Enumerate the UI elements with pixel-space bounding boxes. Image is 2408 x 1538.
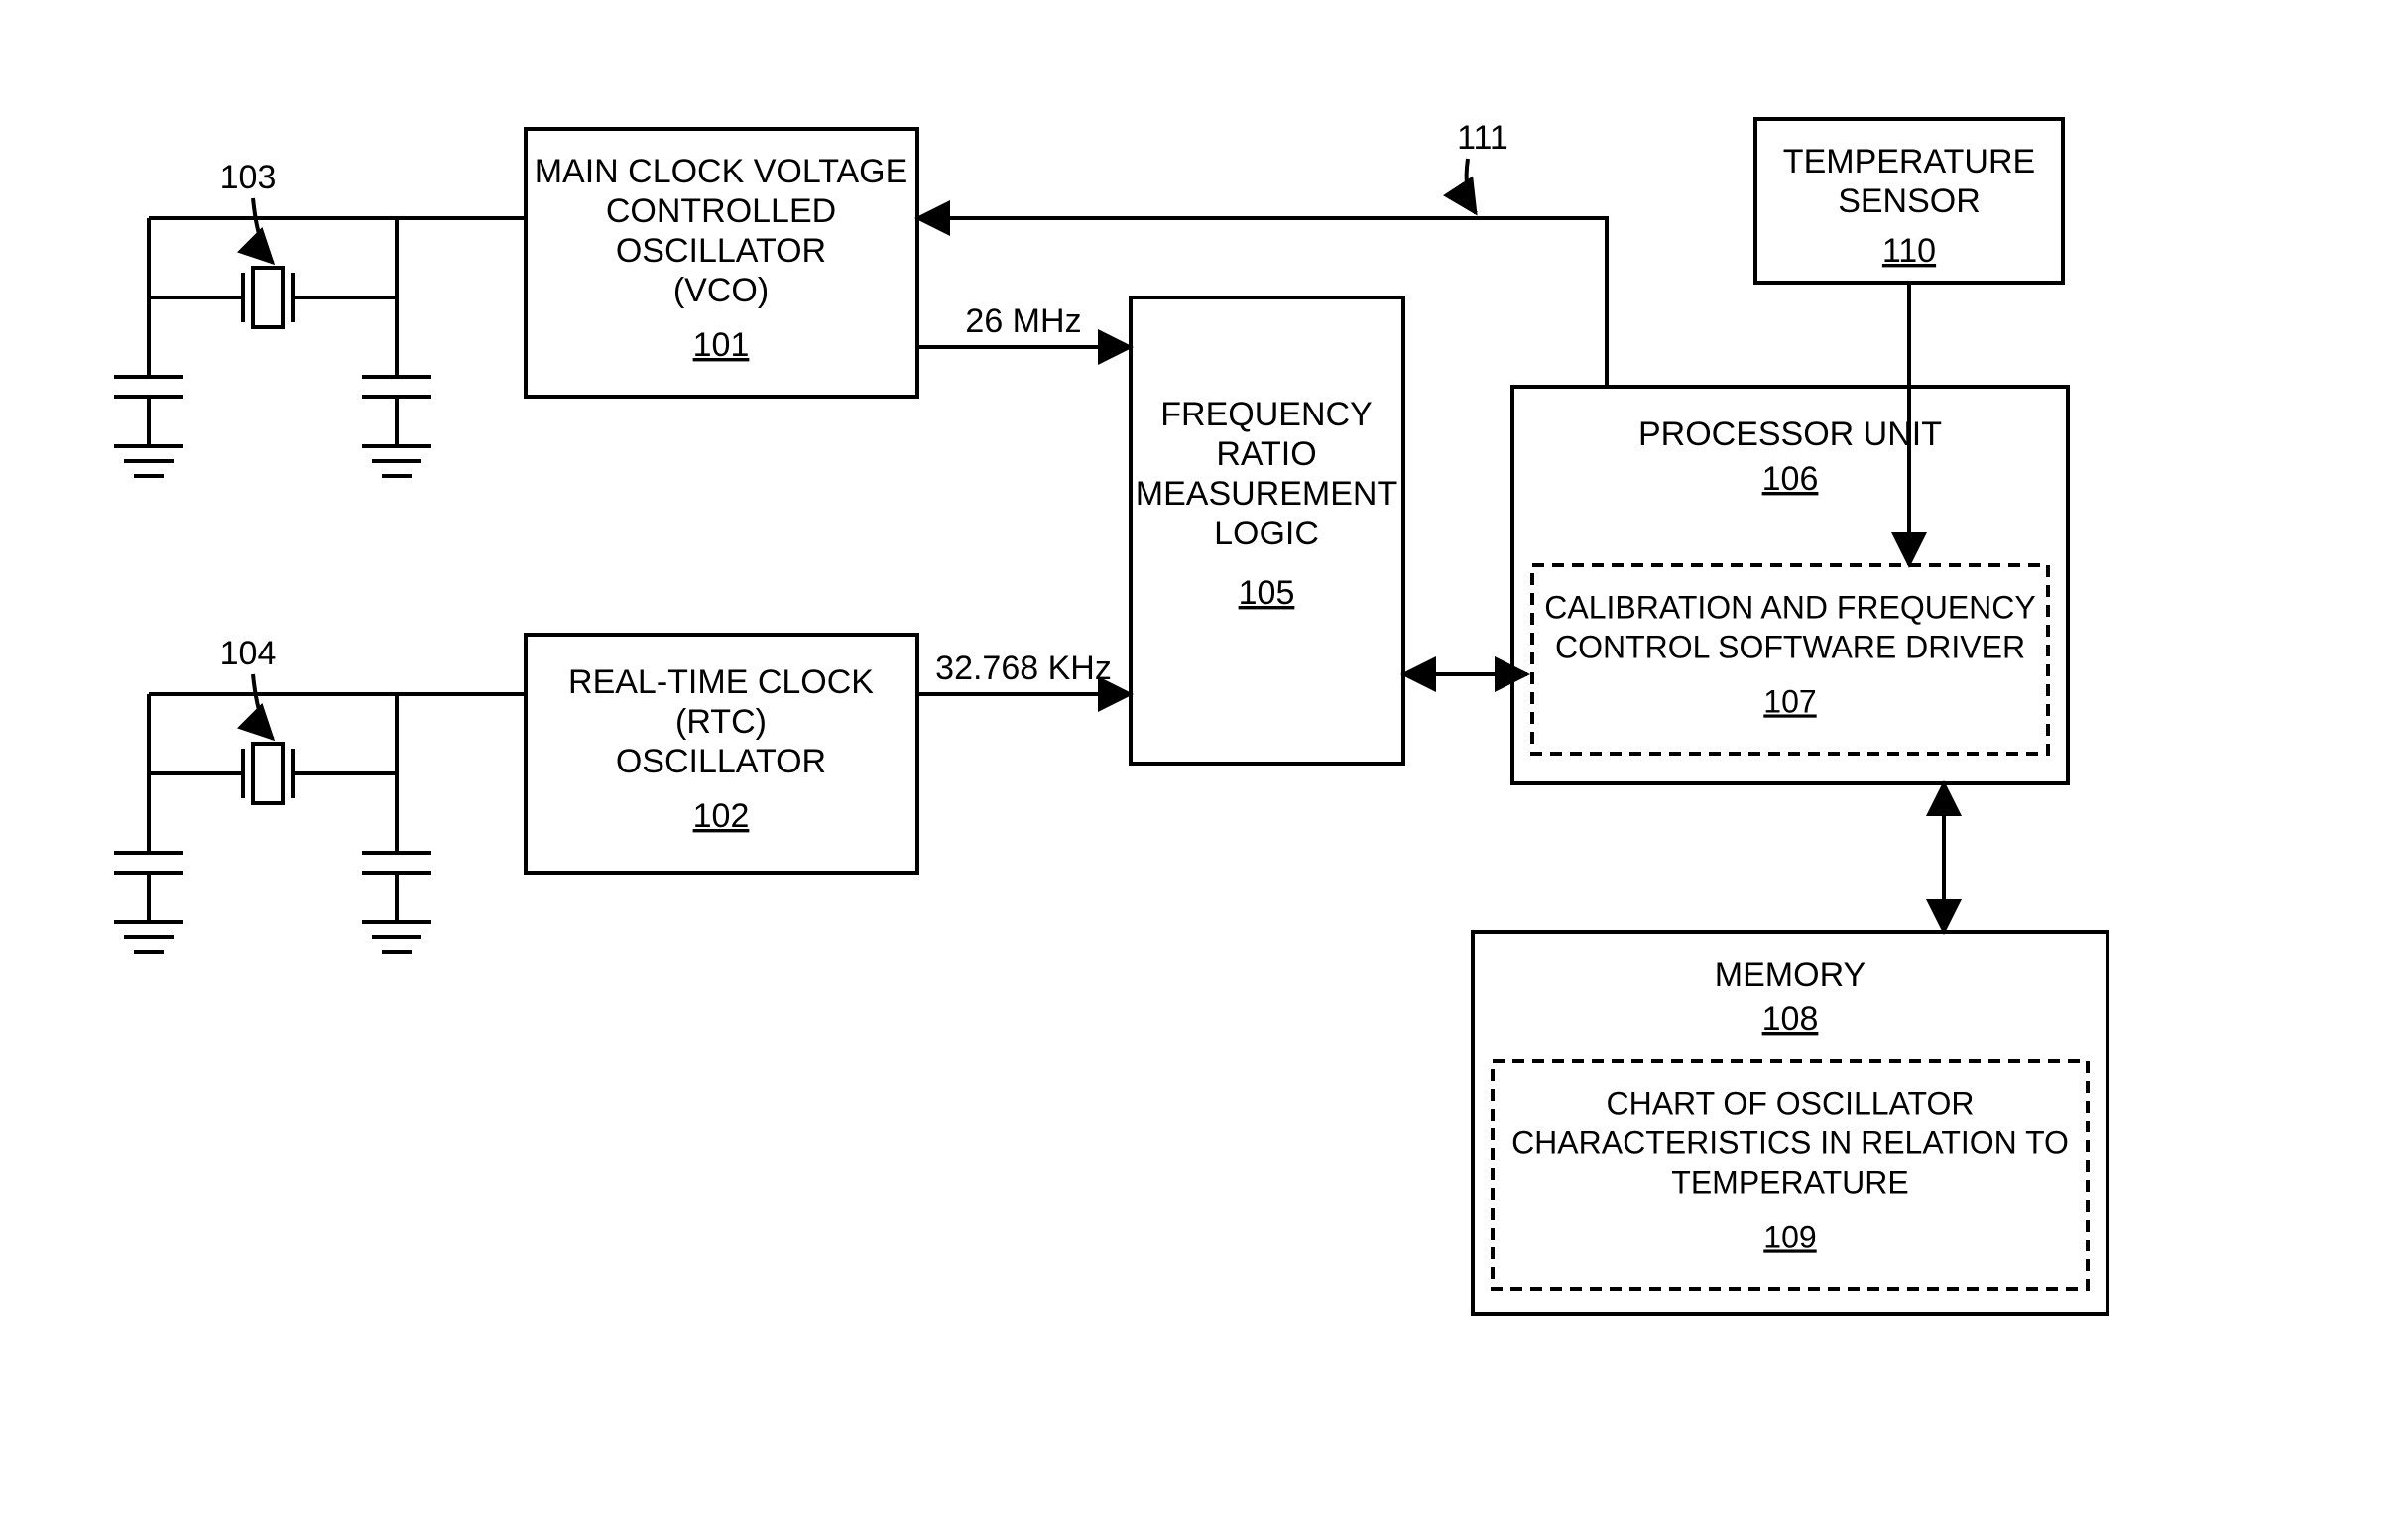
- crystal-bottom-ref: 104: [220, 635, 277, 672]
- temp-ref: 110: [1882, 232, 1936, 270]
- freq-title-2: MEASUREMENT: [1136, 475, 1397, 513]
- driver-title-1: CONTROL SOFTWARE DRIVER: [1555, 629, 2025, 664]
- driver-ref: 107: [1763, 683, 1816, 719]
- processor-title: PROCESSOR UNIT: [1638, 415, 1942, 453]
- vco-title-2: OSCILLATOR: [616, 232, 826, 270]
- chart-title-2: TEMPERATURE: [1671, 1164, 1908, 1200]
- vco-title-3: (VCO): [673, 272, 769, 309]
- memory-title: MEMORY: [1715, 956, 1866, 994]
- freq-logic-block: FREQUENCY RATIO MEASUREMENT LOGIC 105: [1131, 297, 1403, 764]
- freq-title-1: RATIO: [1216, 435, 1316, 473]
- freq-title-0: FREQUENCY: [1160, 396, 1372, 433]
- rtc-title-2: OSCILLATOR: [616, 743, 826, 780]
- crystal-network-bottom: 104: [114, 635, 526, 952]
- driver-title-0: CALIBRATION AND FREQUENCY: [1544, 589, 2035, 625]
- vco-title-0: MAIN CLOCK VOLTAGE: [535, 153, 908, 190]
- temp-title-1: SENSOR: [1838, 182, 1981, 220]
- crystal-top-ref: 103: [220, 159, 277, 196]
- rtc-title-1: (RTC): [675, 703, 767, 741]
- rtc-title-0: REAL-TIME CLOCK: [568, 663, 874, 701]
- freq-title-3: LOGIC: [1214, 515, 1319, 552]
- edge-label-rtc: 32.768 KHz: [935, 650, 1112, 687]
- temp-title-0: TEMPERATURE: [1783, 143, 2035, 180]
- chart-title-0: CHART OF OSCILLATOR: [1606, 1085, 1974, 1121]
- chart-title-1: CHARACTERISTICS IN RELATION TO: [1511, 1124, 2069, 1160]
- vco-block: MAIN CLOCK VOLTAGE CONTROLLED OSCILLATOR…: [526, 129, 917, 397]
- edge-label-111: 111: [1457, 119, 1508, 157]
- processor-ref: 106: [1762, 460, 1819, 498]
- freq-ref: 105: [1239, 574, 1295, 612]
- vco-title-1: CONTROLLED: [606, 192, 836, 230]
- temp-sensor-block: TEMPERATURE SENSOR 110: [1755, 119, 2063, 283]
- rtc-block: REAL-TIME CLOCK (RTC) OSCILLATOR 102: [526, 635, 917, 873]
- chart-ref: 109: [1763, 1219, 1816, 1254]
- vco-ref: 101: [693, 326, 750, 364]
- crystal-network-top: 103: [114, 159, 526, 476]
- block-diagram: 103 104 MAIN CLOCK VOLTAGE CONTROLLED OS…: [0, 0, 2408, 1538]
- memory-ref: 108: [1762, 1001, 1819, 1038]
- rtc-ref: 102: [693, 797, 750, 835]
- processor-block: PROCESSOR UNIT 106 CALIBRATION AND FREQU…: [1512, 387, 2068, 783]
- leader-111: [1467, 159, 1476, 213]
- memory-block: MEMORY 108 CHART OF OSCILLATOR CHARACTER…: [1473, 932, 2107, 1314]
- edge-label-vco: 26 MHz: [965, 302, 1081, 340]
